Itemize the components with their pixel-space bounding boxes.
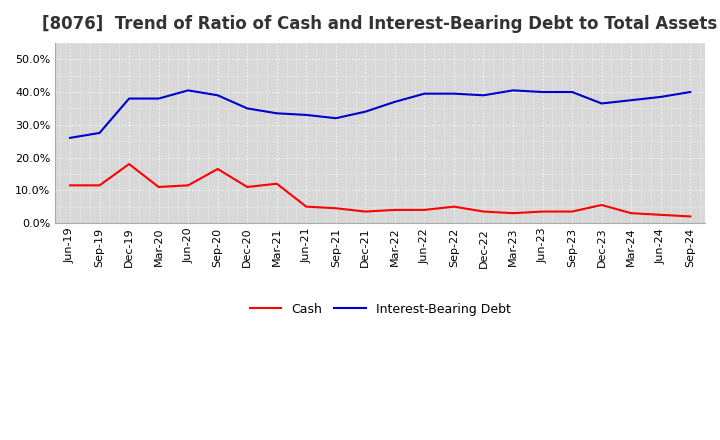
Line: Cash: Cash xyxy=(70,164,690,216)
Cash xyxy=(243,184,251,190)
Cash xyxy=(568,209,577,214)
Interest-Bearing Debt xyxy=(509,88,518,93)
Cash xyxy=(361,209,369,214)
Interest-Bearing Debt xyxy=(627,98,636,103)
Interest-Bearing Debt xyxy=(184,88,192,93)
Cash xyxy=(686,214,695,219)
Cash xyxy=(657,212,665,217)
Cash xyxy=(125,161,133,167)
Cash xyxy=(331,205,340,211)
Interest-Bearing Debt xyxy=(213,93,222,98)
Cash xyxy=(66,183,74,188)
Cash xyxy=(598,202,606,208)
Interest-Bearing Debt xyxy=(449,91,458,96)
Interest-Bearing Debt xyxy=(361,109,369,114)
Interest-Bearing Debt xyxy=(302,112,310,117)
Interest-Bearing Debt xyxy=(598,101,606,106)
Cash xyxy=(449,204,458,209)
Cash xyxy=(213,166,222,172)
Interest-Bearing Debt xyxy=(154,96,163,101)
Interest-Bearing Debt xyxy=(480,93,488,98)
Cash xyxy=(154,184,163,190)
Interest-Bearing Debt xyxy=(95,130,104,136)
Interest-Bearing Debt xyxy=(331,116,340,121)
Title: [8076]  Trend of Ratio of Cash and Interest-Bearing Debt to Total Assets: [8076] Trend of Ratio of Cash and Intere… xyxy=(42,15,718,33)
Legend: Cash, Interest-Bearing Debt: Cash, Interest-Bearing Debt xyxy=(245,298,516,321)
Line: Interest-Bearing Debt: Interest-Bearing Debt xyxy=(70,90,690,138)
Cash xyxy=(95,183,104,188)
Interest-Bearing Debt xyxy=(125,96,133,101)
Cash xyxy=(509,211,518,216)
Cash xyxy=(420,207,428,213)
Cash xyxy=(302,204,310,209)
Cash xyxy=(390,207,399,213)
Interest-Bearing Debt xyxy=(568,89,577,95)
Interest-Bearing Debt xyxy=(686,89,695,95)
Interest-Bearing Debt xyxy=(657,94,665,99)
Interest-Bearing Debt xyxy=(272,110,281,116)
Interest-Bearing Debt xyxy=(243,106,251,111)
Cash xyxy=(184,183,192,188)
Interest-Bearing Debt xyxy=(539,89,547,95)
Cash xyxy=(627,211,636,216)
Interest-Bearing Debt xyxy=(66,135,74,140)
Cash xyxy=(480,209,488,214)
Interest-Bearing Debt xyxy=(420,91,428,96)
Cash xyxy=(539,209,547,214)
Cash xyxy=(272,181,281,187)
Interest-Bearing Debt xyxy=(390,99,399,104)
